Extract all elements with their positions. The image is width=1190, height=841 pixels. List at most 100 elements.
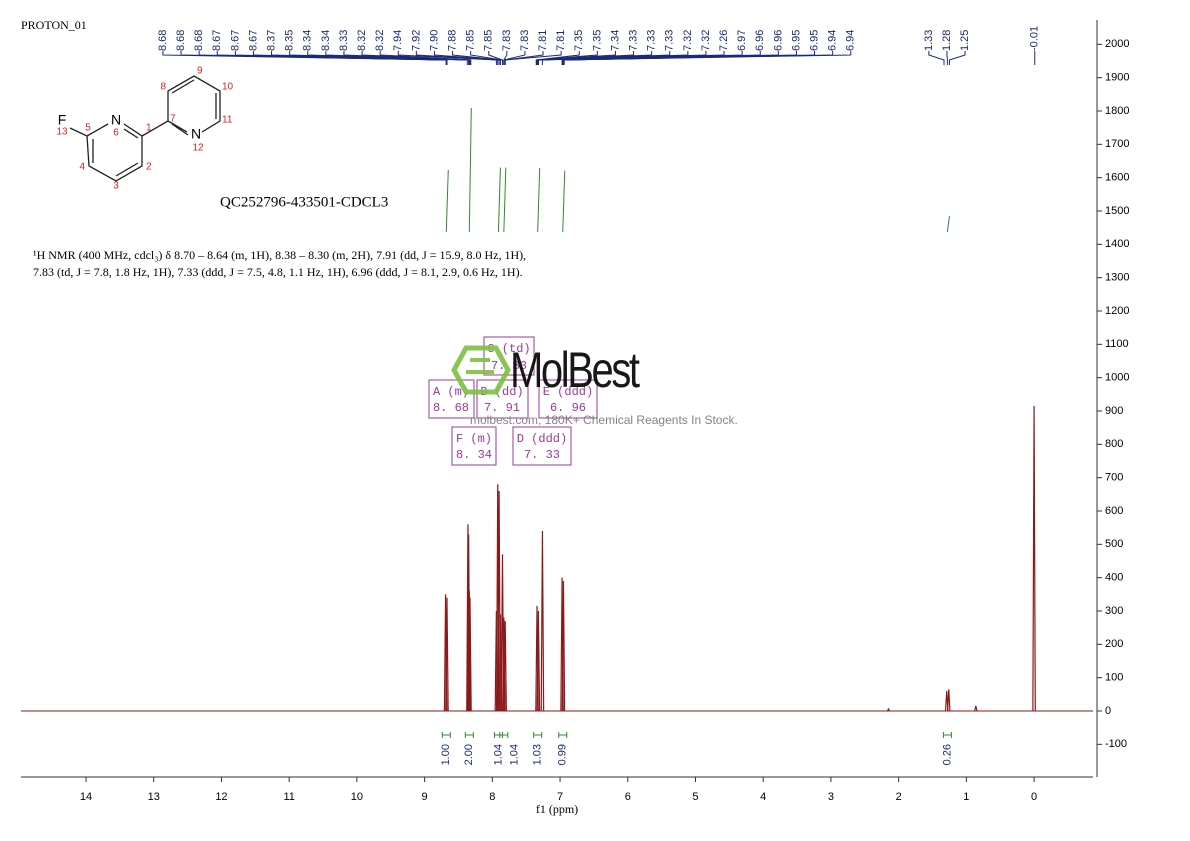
integral-curve bbox=[537, 168, 541, 233]
peak-label: 7.81 bbox=[555, 30, 567, 51]
peak-label: 7.26 bbox=[718, 30, 730, 51]
peak-leader bbox=[535, 51, 598, 65]
peak-label: 7.33 bbox=[646, 30, 658, 51]
multiplet-shift: 7. 33 bbox=[524, 448, 560, 462]
peak-label: 6.96 bbox=[772, 30, 784, 51]
x-tick-label: 8 bbox=[489, 791, 495, 803]
multiplet-box bbox=[538, 379, 598, 419]
x-tick-label: 3 bbox=[828, 791, 834, 803]
peak-label: 7.81 bbox=[537, 30, 549, 51]
peak-label: 7.35 bbox=[573, 30, 585, 51]
multiplet-name: A (m) bbox=[433, 385, 469, 399]
peak-leader bbox=[488, 51, 503, 65]
locant: 3 bbox=[113, 181, 119, 192]
sample-name: QC252796-433501-CDCL3 bbox=[220, 194, 388, 210]
x-tick-label: 12 bbox=[215, 791, 227, 803]
integral-curve bbox=[468, 107, 472, 233]
peak-label: 6.97 bbox=[736, 30, 748, 51]
integral-curve bbox=[946, 215, 950, 233]
peak-label: 7.32 bbox=[682, 30, 694, 51]
peak bbox=[561, 580, 566, 712]
peak-label: 7.33 bbox=[627, 30, 639, 51]
integral-marker bbox=[441, 732, 451, 738]
x-tick-label: 6 bbox=[625, 791, 631, 803]
locant: 9 bbox=[197, 66, 203, 77]
locant: 1 bbox=[146, 123, 152, 134]
integral-marker bbox=[533, 732, 543, 738]
integral-label: 1.04 bbox=[492, 744, 504, 765]
peak-label: 8.68 bbox=[157, 30, 169, 51]
x-tick-label: 9 bbox=[422, 791, 428, 803]
peak-label: 7.92 bbox=[410, 30, 422, 51]
watermark-tagline: molbest.com, 180K+ Chemical Reagents In … bbox=[470, 413, 738, 427]
x-tick-label: 5 bbox=[692, 791, 698, 803]
y-tick-label: 600 bbox=[1105, 505, 1123, 517]
peak-label: 1.25 bbox=[959, 30, 971, 51]
y-tick-label: -100 bbox=[1105, 738, 1127, 750]
multiplet-box bbox=[451, 426, 497, 466]
peak-label: 8.68 bbox=[193, 30, 205, 51]
integral-label: 1.00 bbox=[440, 744, 452, 765]
peak-label: -0.01 bbox=[1029, 26, 1041, 51]
peak-label: 7.35 bbox=[591, 30, 603, 51]
peak-label: 8.67 bbox=[229, 30, 241, 51]
y-tick-label: 400 bbox=[1105, 572, 1123, 584]
peak-leader bbox=[433, 51, 500, 65]
peak-label: 7.88 bbox=[446, 30, 458, 51]
logo bbox=[466, 358, 494, 374]
peak bbox=[467, 590, 472, 712]
y-tick-label: 300 bbox=[1105, 605, 1123, 617]
peak-label: 7.94 bbox=[392, 30, 404, 51]
locant: 8 bbox=[160, 82, 166, 93]
y-tick-label: 100 bbox=[1105, 672, 1123, 684]
peak-label: 6.94 bbox=[827, 30, 839, 51]
multiplet-shift: 7. 83 bbox=[491, 359, 527, 373]
nmr-description: ¹H NMR (400 MHz, cdcl₃) δ 8.70 – 8.64 (m… bbox=[33, 248, 526, 262]
watermark-brand: MolBest bbox=[510, 342, 640, 398]
peak-label: 7.83 bbox=[501, 30, 513, 51]
y-tick-label: 1700 bbox=[1105, 138, 1129, 150]
locant: 7 bbox=[170, 114, 176, 125]
peak bbox=[946, 689, 951, 712]
peak-leader bbox=[415, 51, 499, 65]
integral-curve bbox=[562, 170, 566, 233]
integral-marker bbox=[464, 732, 474, 738]
integral-marker bbox=[942, 732, 952, 738]
peak-label: 7.85 bbox=[465, 30, 477, 51]
y-tick-label: 1000 bbox=[1105, 372, 1129, 384]
y-tick-label: 1800 bbox=[1105, 105, 1129, 117]
y-tick-label: 1300 bbox=[1105, 272, 1129, 284]
peak-label: 8.67 bbox=[211, 30, 223, 51]
peak bbox=[445, 597, 449, 712]
multiplet-name: D (ddd) bbox=[517, 432, 567, 446]
molecule: F N N 1 2 3 4 5 6 7 8 9 10 11 12 13 bbox=[56, 66, 233, 192]
y-tick-label: 2000 bbox=[1105, 38, 1129, 50]
x-tick-label: 13 bbox=[148, 791, 160, 803]
peak-label: 6.96 bbox=[754, 30, 766, 51]
integral-label: 1.04 bbox=[508, 744, 520, 765]
y-tick-label: 0 bbox=[1105, 705, 1111, 717]
peak-leader bbox=[504, 51, 562, 65]
y-tick-label: 500 bbox=[1105, 538, 1123, 550]
peak-leader bbox=[503, 51, 526, 65]
integral-curve bbox=[497, 167, 501, 233]
integral-label: 1.03 bbox=[532, 744, 544, 765]
y-tick-label: 900 bbox=[1105, 405, 1123, 417]
peak bbox=[1032, 405, 1036, 712]
locant: 6 bbox=[113, 128, 119, 139]
multiplet-name: E (ddd) bbox=[543, 385, 593, 399]
x-tick-label: 11 bbox=[283, 791, 294, 803]
multiplet-shift: 7. 91 bbox=[484, 401, 520, 415]
y-tick-label: 1200 bbox=[1105, 305, 1129, 317]
bonds bbox=[69, 75, 221, 182]
peak-label: 1.28 bbox=[941, 30, 953, 51]
logo bbox=[451, 345, 511, 395]
peak-label: 6.95 bbox=[790, 30, 802, 51]
peak-label: 7.90 bbox=[428, 30, 440, 51]
peak-leader bbox=[541, 51, 725, 65]
integral-marker bbox=[558, 732, 568, 738]
peak-leader bbox=[948, 51, 966, 65]
multiplet-box bbox=[476, 379, 529, 419]
peak-label: 8.35 bbox=[284, 30, 296, 51]
